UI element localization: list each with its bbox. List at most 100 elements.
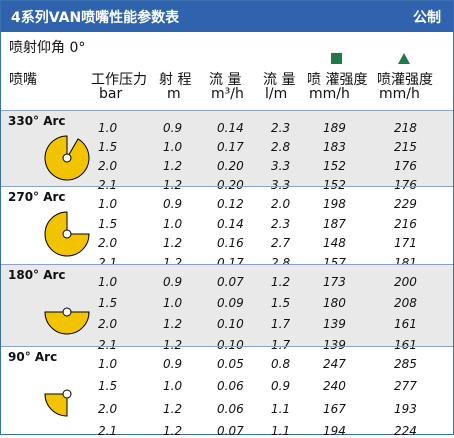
arc-pattern-icon (44, 307, 90, 335)
cell-precip-square: 139 (323, 317, 346, 331)
col-header-flow-lm: 流 量 l/m (263, 73, 295, 101)
cell-flow-m3h: 0.14 (217, 216, 244, 231)
cell-precip-square: 152 (323, 159, 346, 173)
cell-radius: 1.2 (163, 317, 183, 331)
cell-flow-lm: 0.8 (271, 357, 291, 371)
arc-group: 180° Arc 1.0 0.9 0.07 1.2 173 200 1.5 1.0 0.09 1.5… (1, 264, 453, 352)
cell-radius: 1.0 (163, 379, 183, 394)
cell-pressure: 1.5 (98, 379, 118, 394)
cell-flow-lm: 2.3 (271, 216, 291, 231)
cell-flow-m3h: 0.17 (217, 140, 244, 154)
arc-group-label: 180° Arc (8, 268, 66, 282)
cell-pressure: 2.0 (98, 401, 118, 416)
cell-pressure: 2.0 (98, 317, 118, 331)
nozzle-center (62, 153, 72, 163)
cell-radius: 1.2 (163, 159, 183, 173)
col-header-flow-m3h-l1: 流 量 (209, 72, 242, 88)
col-header-precip-triangle-l2: mm/h (379, 86, 420, 102)
cell-flow-lm: 0.9 (271, 379, 291, 394)
cell-precip-triangle: 216 (394, 216, 417, 231)
col-header-flow-lm-l2: l/m (265, 86, 288, 102)
arc-pattern-icon (44, 211, 90, 257)
cell-pressure: 1.0 (98, 357, 118, 371)
cell-flow-m3h: 0.16 (217, 236, 244, 251)
cell-flow-lm: 1.7 (271, 338, 291, 352)
arc-group: 270° Arc 1.0 0.9 0.12 2.0 198 229 1.5 1.0 0.14 2.3… (1, 186, 453, 270)
cell-precip-square: 148 (323, 236, 346, 251)
cell-precip-triangle: 224 (394, 424, 417, 438)
cell-flow-m3h: 0.20 (217, 159, 244, 173)
cell-precip-triangle: 277 (394, 379, 417, 394)
arc-group: 90° Arc 1.0 0.9 0.05 0.8 247 285 1.5 1.0 0.06 0.9 2… (1, 346, 453, 438)
unit-system-label: 公制 (413, 10, 441, 26)
cell-radius: 1.0 (163, 216, 183, 231)
cell-precip-triangle: 229 (394, 197, 417, 211)
cell-radius: 1.0 (163, 296, 183, 310)
cell-precip-square: 189 (323, 121, 346, 135)
cell-flow-lm: 2.3 (271, 121, 291, 135)
cell-precip-triangle: 161 (394, 338, 417, 352)
cell-pressure: 2.1 (98, 338, 118, 352)
cell-flow-m3h: 0.10 (217, 317, 244, 331)
col-header-flow-m3h: 流 量 m³/h (209, 73, 244, 101)
cell-radius: 1.2 (163, 401, 183, 416)
cell-radius: 1.2 (163, 236, 183, 251)
cell-pressure: 1.0 (98, 197, 118, 211)
col-header-precip-square-l1: 喷 灌强度 (307, 72, 368, 88)
cell-pressure: 1.5 (98, 216, 118, 231)
cell-flow-m3h: 0.06 (217, 379, 244, 394)
cell-precip-square: 167 (323, 401, 346, 416)
cell-radius: 0.9 (163, 121, 183, 135)
col-header-precip-square: 喷 灌强度 mm/h (307, 73, 367, 101)
col-header-flow-lm-l1: 流 量 (263, 72, 296, 88)
col-header-precip-triangle: 喷灌强度 mm/h (377, 73, 433, 101)
arc-group-label: 270° Arc (8, 190, 66, 204)
nozzle-center (62, 229, 72, 239)
cell-radius: 1.2 (163, 424, 183, 438)
arc-sector (44, 393, 68, 417)
col-header-radius-l2: m (167, 86, 181, 102)
cell-precip-triangle: 200 (394, 275, 417, 289)
cell-flow-lm: 3.3 (271, 178, 291, 192)
cell-pressure: 2.1 (98, 424, 118, 438)
col-header-radius: 射 程 m (159, 73, 191, 101)
cell-precip-square: 183 (323, 140, 346, 154)
cell-flow-m3h: 0.09 (217, 296, 244, 310)
cell-radius: 0.9 (163, 357, 183, 371)
col-header-flow-m3h-l2: m³/h (211, 86, 244, 102)
cell-precip-square: 152 (323, 178, 346, 192)
cell-precip-triangle: 215 (394, 140, 417, 154)
cell-radius: 0.9 (163, 275, 183, 289)
col-header-precip-triangle-l1: 喷灌强度 (377, 72, 433, 88)
cell-radius: 1.2 (163, 178, 183, 192)
cell-pressure: 1.0 (98, 121, 118, 135)
cell-precip-triangle: 161 (394, 317, 417, 331)
cell-flow-lm: 1.1 (271, 424, 291, 438)
cell-precip-square: 198 (323, 197, 346, 211)
square-spacing-icon (331, 53, 342, 64)
cell-precip-square: 194 (323, 424, 346, 438)
col-header-pressure-l2: bar (99, 86, 123, 102)
col-header-pressure-l1: 工作压力 (91, 72, 147, 88)
table-title: 4系列VAN喷嘴性能参数表 (11, 10, 180, 26)
cell-pressure: 1.0 (98, 275, 118, 289)
cell-radius: 1.0 (163, 140, 183, 154)
arc-group: 330° Arc 1.0 0.9 0.14 2.3 189 218 1.5 1.0 0.17 2.8… (1, 110, 453, 192)
cell-flow-m3h: 0.20 (217, 178, 244, 192)
arc-group-label: 330° Arc (8, 114, 66, 128)
cell-flow-m3h: 0.07 (217, 275, 244, 289)
cell-pressure: 2.1 (98, 178, 118, 192)
cell-pressure: 2.0 (98, 159, 118, 173)
cell-flow-m3h: 0.05 (217, 357, 244, 371)
triangle-spacing-icon (398, 53, 410, 64)
cell-precip-triangle: 193 (394, 401, 417, 416)
cell-precip-square: 240 (323, 379, 346, 394)
cell-precip-triangle: 285 (394, 357, 417, 371)
col-header-radius-l1: 射 程 (159, 72, 192, 88)
cell-flow-lm: 1.5 (271, 296, 291, 310)
cell-flow-lm: 1.2 (271, 275, 291, 289)
cell-flow-m3h: 0.06 (217, 401, 244, 416)
cell-precip-square: 187 (323, 216, 346, 231)
cell-precip-square: 173 (323, 275, 346, 289)
